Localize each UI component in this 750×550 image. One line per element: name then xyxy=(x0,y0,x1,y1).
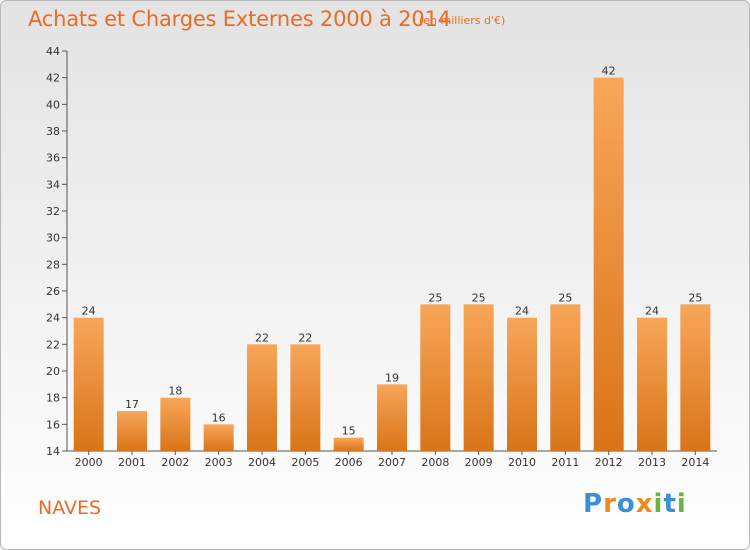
axes: 14 16 18 20 22 24 26 28 30 32 34 36 38 40 42 44 2000 2001… xyxy=(46,45,717,469)
y-tick-label: 32 xyxy=(46,205,60,218)
bar xyxy=(73,317,104,451)
bar xyxy=(463,304,494,451)
bar xyxy=(550,304,581,451)
data-label: 22 xyxy=(298,331,312,344)
x-tick-label: 2005 xyxy=(291,456,319,469)
data-label: 24 xyxy=(645,305,659,318)
y-tick-label: 18 xyxy=(46,392,60,405)
y-tick-label: 38 xyxy=(46,125,60,138)
bar xyxy=(203,424,234,451)
data-label: 19 xyxy=(385,371,399,384)
y-tick-label: 36 xyxy=(46,152,60,165)
data-labels: 24 17 18 16 22 22 15 19 25 25 24 25 42 24 25 xyxy=(82,65,703,438)
y-tick-label: 14 xyxy=(46,445,60,458)
data-label: 42 xyxy=(602,65,616,78)
y-tick-label: 26 xyxy=(46,285,60,298)
logo-letter: i xyxy=(653,489,664,519)
unit-note: (en milliers d'€) xyxy=(419,14,506,27)
y-tick-label: 22 xyxy=(46,338,60,351)
bar xyxy=(290,344,321,451)
logo-letter: r xyxy=(603,489,617,519)
x-tick-label: 2013 xyxy=(638,456,666,469)
logo-letter: P xyxy=(583,489,604,519)
y-tick-label: 44 xyxy=(46,45,60,58)
town-name: NAVES xyxy=(38,497,102,519)
x-tick-label: 2000 xyxy=(75,456,103,469)
y-tick-label: 28 xyxy=(46,258,60,271)
x-tick-label: 2012 xyxy=(595,456,623,469)
x-tick-label: 2008 xyxy=(421,456,449,469)
logo-letter: i xyxy=(676,489,687,519)
bar xyxy=(593,77,624,452)
bar xyxy=(680,304,711,451)
y-tick-label: 30 xyxy=(46,232,60,245)
bar xyxy=(247,344,277,451)
bar xyxy=(117,411,147,451)
y-tick-label: 34 xyxy=(46,178,60,191)
y-tick-label: 16 xyxy=(46,418,60,431)
x-tick-label: 2003 xyxy=(205,456,233,469)
x-tick-label: 2009 xyxy=(465,456,493,469)
data-label: 25 xyxy=(472,291,486,304)
bar xyxy=(507,317,537,451)
x-tick-label: 2006 xyxy=(335,456,363,469)
bars xyxy=(73,77,711,452)
y-tick-label: 42 xyxy=(46,72,60,85)
data-label: 18 xyxy=(168,385,182,398)
x-tick-label: 2007 xyxy=(378,456,406,469)
bar xyxy=(377,384,407,451)
y-tick-label: 24 xyxy=(46,312,60,325)
x-tick-label: 2014 xyxy=(681,456,709,469)
y-tick-label: 20 xyxy=(46,365,60,378)
data-label: 24 xyxy=(82,305,96,318)
data-label: 25 xyxy=(558,291,572,304)
y-tick-label: 40 xyxy=(46,98,60,111)
proxiti-logo[interactable]: Proxiti xyxy=(583,489,687,519)
data-label: 25 xyxy=(688,291,702,304)
x-tick-label: 2010 xyxy=(508,456,536,469)
logo-letter: x xyxy=(635,489,654,519)
bar xyxy=(420,304,451,451)
x-tick-label: 2001 xyxy=(118,456,146,469)
x-tick-label: 2011 xyxy=(551,456,579,469)
x-tick-label: 2002 xyxy=(161,456,189,469)
x-tick-label: 2004 xyxy=(248,456,276,469)
bar xyxy=(637,317,667,451)
bar xyxy=(333,437,364,451)
logo-letter: t xyxy=(663,489,677,519)
bar xyxy=(160,397,191,451)
data-label: 22 xyxy=(255,331,269,344)
chart-title: Achats et Charges Externes 2000 à 2014 xyxy=(28,7,451,31)
data-label: 25 xyxy=(428,291,442,304)
data-label: 24 xyxy=(515,305,529,318)
data-label: 16 xyxy=(212,411,226,424)
data-label: 15 xyxy=(342,425,356,438)
data-label: 17 xyxy=(125,398,139,411)
logo-letter: o xyxy=(616,489,636,519)
